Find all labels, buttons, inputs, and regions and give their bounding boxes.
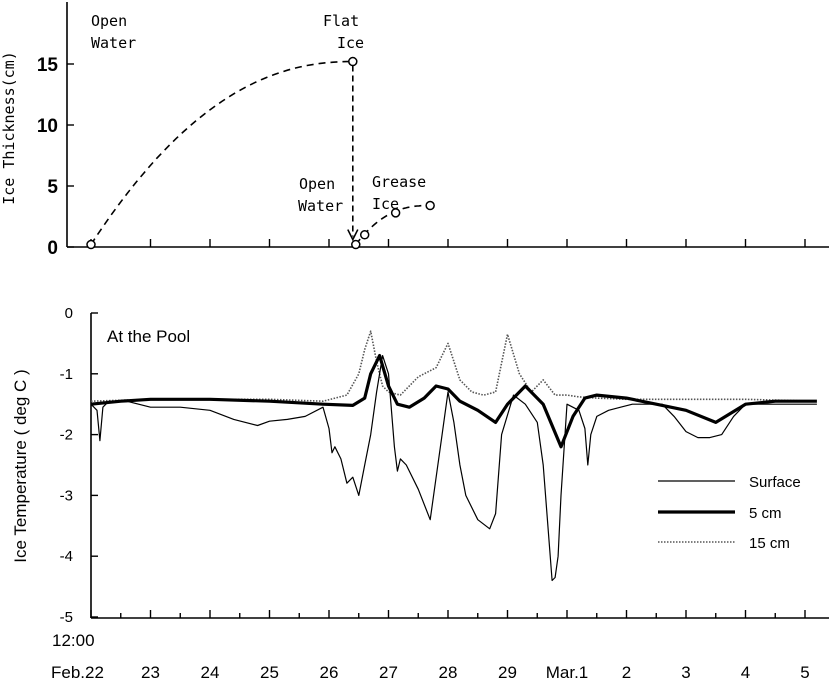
thickness-point bbox=[351, 239, 361, 250]
annotation-flat-ice-line1: Flat bbox=[323, 12, 359, 30]
temperature-y-tick-label: -2 bbox=[60, 427, 73, 444]
temperature-y-tick-label: 0 bbox=[65, 305, 73, 322]
temperature-y-tick-label: -4 bbox=[60, 548, 73, 565]
temperature-chart-title: At the Pool bbox=[107, 327, 190, 346]
annotation-flat-ice-line2: Ice bbox=[337, 34, 364, 52]
thickness-point bbox=[359, 230, 370, 240]
thickness-point bbox=[86, 239, 96, 250]
annotation-open-water-2-line2: Water bbox=[298, 197, 343, 215]
thickness-y-tick-label: 0 bbox=[47, 238, 58, 259]
legend-label-15cm: 15 cm bbox=[749, 535, 790, 552]
thickness-y-tick-label: 5 bbox=[47, 177, 58, 198]
date-tick-label: 5 bbox=[800, 663, 809, 682]
date-tick-label: 4 bbox=[741, 663, 750, 682]
date-tick-label: 29 bbox=[498, 663, 517, 682]
annotation-open-water-1-line2: Water bbox=[91, 34, 136, 52]
date-tick-label: 3 bbox=[681, 663, 690, 682]
date-tick-label: Mar.1 bbox=[546, 663, 589, 682]
annotation-grease-ice-line1: Grease bbox=[372, 173, 426, 191]
legend-label-surface: Surface bbox=[749, 474, 801, 491]
annotation-grease-ice-line2: Ice bbox=[372, 195, 399, 213]
thickness-point bbox=[390, 208, 401, 218]
thickness-y-tick-label: 10 bbox=[37, 116, 58, 137]
date-tick-label: 23 bbox=[141, 663, 160, 682]
date-tick-label: 28 bbox=[439, 663, 458, 682]
ice-thickness-panel: 0 5 10 15 Ice Thickness(cm) Open Water Flat… bbox=[0, 2, 829, 259]
flat-ice-growth-line bbox=[90, 60, 353, 246]
date-tick-label: Feb.22 bbox=[51, 663, 104, 682]
time-label: 12:00 bbox=[52, 631, 95, 650]
ice-temperature-panel: 0-1-2-3-4-5 Feb.22 23 24 25 26 27 28 29 Mar.1 2 3 4… bbox=[11, 305, 829, 682]
legend: Surface 5 cm 15 cm bbox=[658, 474, 801, 552]
annotation-open-water-2-line1: Open bbox=[299, 175, 335, 193]
thickness-point bbox=[425, 200, 435, 211]
date-tick-label: 24 bbox=[201, 663, 220, 682]
thickness-y-label: Ice Thickness(cm) bbox=[0, 51, 18, 205]
temperature-y-tick-label: -3 bbox=[60, 487, 73, 504]
date-tick-label: 26 bbox=[320, 663, 339, 682]
legend-label-5cm: 5 cm bbox=[749, 505, 782, 522]
depth-5cm-series-line bbox=[90, 354, 817, 449]
date-tick-label: 2 bbox=[622, 663, 631, 682]
date-tick-label: 27 bbox=[379, 663, 398, 682]
temperature-y-label: Ice Temperature ( deg C ) bbox=[11, 369, 30, 562]
thickness-point bbox=[348, 56, 358, 67]
temperature-y-tick-label: -5 bbox=[60, 609, 73, 626]
temperature-y-tick-label: -1 bbox=[60, 366, 73, 383]
depth-15cm-series-line bbox=[90, 330, 817, 402]
transition-arrow-head bbox=[347, 229, 359, 242]
date-tick-label: 25 bbox=[260, 663, 279, 682]
thickness-y-tick-label: 15 bbox=[37, 55, 59, 76]
annotation-open-water-1-line1: Open bbox=[91, 12, 127, 30]
surface-series-line bbox=[90, 355, 817, 582]
